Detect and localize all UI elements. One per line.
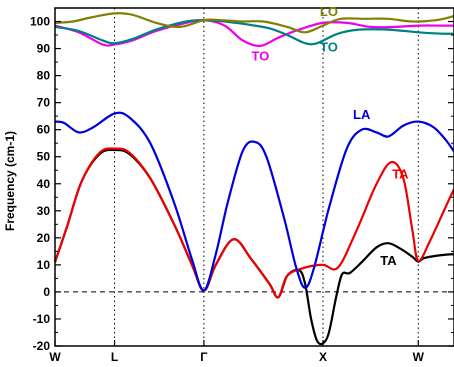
y-axis-label: Frequency (cm-1) (3, 131, 17, 231)
y-tick-label: 80 (37, 69, 51, 83)
y-tick-label: 10 (37, 258, 51, 272)
branch-label-to: TO (252, 49, 270, 64)
branch-label-to: TO (320, 39, 338, 54)
x-tick-label: W (413, 350, 425, 364)
y-axis-ticks: -20 -10 0 10 20 30 40 50 60 70 80 90 100 (30, 15, 454, 353)
x-tick-label: X (319, 350, 327, 364)
branch-label-ta: TA (380, 253, 397, 268)
series-line-to-3 (54, 18, 454, 48)
x-tick-label: W (49, 350, 61, 364)
x-tick-label: L (111, 350, 118, 364)
series-line-la-2 (54, 111, 454, 292)
branch-annotations: LO TO TO LA TA TA (252, 4, 410, 268)
y-tick-label: 70 (37, 96, 51, 110)
series-line-to-4 (54, 19, 454, 46)
branch-label-lo: LO (320, 4, 338, 19)
y-tick-label: 0 (43, 285, 50, 299)
y-tick-label: 50 (37, 150, 51, 164)
x-tick-label: Γ (200, 350, 208, 364)
y-tick-label: 90 (37, 42, 51, 56)
y-tick-label: -10 (33, 312, 51, 326)
branch-label-la: LA (353, 107, 371, 122)
plot-frame (54, 7, 454, 347)
y-tick-label: 100 (30, 15, 50, 29)
y-tick-label: -20 (33, 339, 51, 353)
y-tick-label: 60 (37, 123, 51, 137)
y-tick-label: 40 (37, 177, 51, 191)
branch-label-ta: TA (392, 166, 409, 181)
y-tick-label: 30 (37, 204, 51, 218)
y-tick-label: 20 (37, 231, 51, 245)
series-group (53, 12, 454, 346)
series-line-lo-5 (54, 12, 454, 34)
series-line-ta-1 (53, 147, 454, 299)
